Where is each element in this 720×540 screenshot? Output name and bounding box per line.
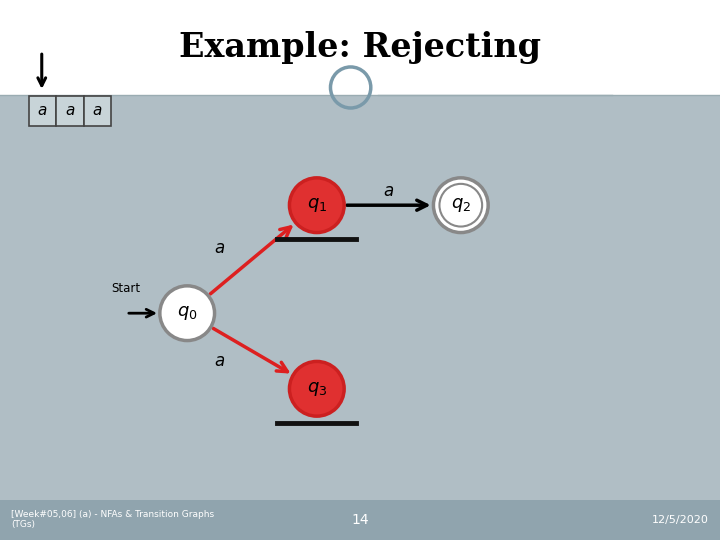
Bar bbox=[0, 500, 720, 540]
Text: $q_0$: $q_0$ bbox=[177, 304, 197, 322]
Text: $\mathit{a}$: $\mathit{a}$ bbox=[92, 104, 102, 118]
Text: $\mathit{a}$: $\mathit{a}$ bbox=[37, 104, 48, 118]
Text: $q_3$: $q_3$ bbox=[307, 380, 327, 398]
Text: $q_1$: $q_1$ bbox=[307, 196, 327, 214]
Text: Start: Start bbox=[112, 282, 140, 295]
Ellipse shape bbox=[289, 361, 344, 416]
Ellipse shape bbox=[289, 178, 344, 233]
Bar bbox=[0, 0, 720, 94]
Text: $q_2$: $q_2$ bbox=[451, 196, 471, 214]
Text: $\mathit{a}$: $\mathit{a}$ bbox=[383, 183, 395, 200]
Bar bbox=[56, 96, 84, 126]
Bar bbox=[29, 96, 56, 126]
Ellipse shape bbox=[160, 286, 215, 341]
Text: $\mathit{a}$: $\mathit{a}$ bbox=[214, 353, 225, 370]
Text: 14: 14 bbox=[351, 513, 369, 526]
Text: 12/5/2020: 12/5/2020 bbox=[652, 515, 709, 525]
Text: Example: Rejecting: Example: Rejecting bbox=[179, 31, 541, 64]
Text: $\mathit{a}$: $\mathit{a}$ bbox=[214, 240, 225, 257]
Bar bbox=[84, 96, 111, 126]
Ellipse shape bbox=[433, 178, 488, 233]
Text: $\mathit{a}$: $\mathit{a}$ bbox=[65, 104, 75, 118]
Text: [Week#05,06] (a) - NFAs & Transition Graphs
(TGs): [Week#05,06] (a) - NFAs & Transition Gra… bbox=[11, 510, 214, 529]
